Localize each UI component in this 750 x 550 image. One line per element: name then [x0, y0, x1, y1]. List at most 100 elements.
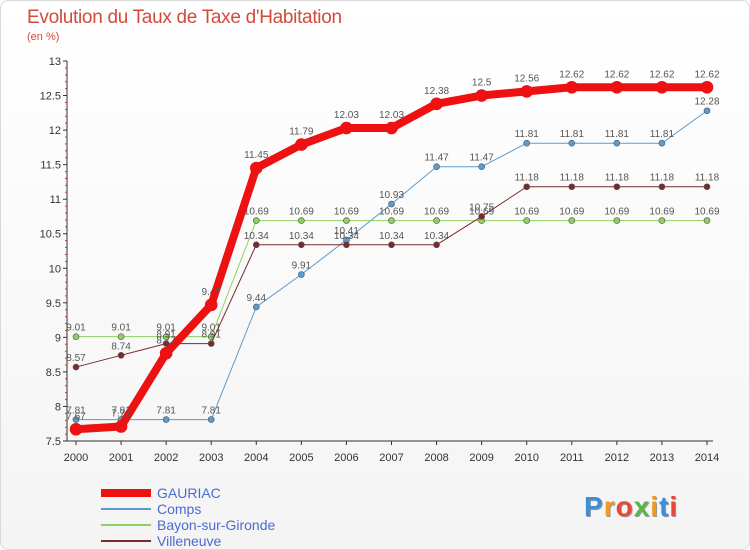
x-tick-label: 2009 — [469, 452, 493, 464]
data-label: 8.77 — [156, 335, 176, 346]
data-point — [72, 416, 80, 423]
data-point — [613, 183, 621, 191]
data-point — [658, 217, 666, 224]
legend-label: Comps — [157, 501, 202, 517]
data-point — [520, 85, 534, 98]
x-tick-label: 2002 — [154, 452, 178, 464]
x-tick-label: 2004 — [244, 452, 268, 464]
data-label: 10.75 — [469, 202, 494, 213]
data-point — [69, 422, 83, 436]
x-tick-label: 2000 — [64, 452, 88, 464]
data-point — [433, 163, 440, 171]
logo-letter: x — [633, 491, 651, 522]
data-point — [385, 121, 398, 135]
data-label: 10.34 — [379, 231, 404, 242]
x-tick-label: 2012 — [605, 452, 629, 464]
data-label: 10.34 — [334, 231, 359, 242]
legend-swatch — [101, 489, 151, 497]
data-label: 9.91 — [292, 260, 312, 271]
logo-letter: o — [615, 491, 634, 522]
data-point — [523, 183, 531, 191]
data-label: 10.41 — [334, 226, 359, 237]
data-point — [703, 107, 711, 115]
data-point — [249, 161, 263, 175]
data-label: 11.81 — [605, 129, 630, 140]
x-tick-label: 2014 — [695, 452, 719, 464]
legend-entry: Villeneuve — [101, 533, 275, 549]
data-point — [207, 416, 215, 423]
x-tick-label: 2013 — [650, 452, 674, 464]
data-point — [298, 241, 305, 249]
data-label: 10.34 — [424, 231, 449, 242]
data-point — [523, 217, 531, 224]
chart-legend: GAURIAC Comps Bayon-sur-Gironde Villeneuve — [101, 485, 275, 549]
data-point — [340, 121, 353, 135]
data-point — [207, 340, 215, 347]
data-point — [475, 89, 488, 102]
chart-subtitle: (en %) — [27, 31, 60, 43]
data-label: 12.5 — [472, 78, 492, 89]
data-label: 12.62 — [559, 69, 584, 80]
data-label: 11.81 — [560, 129, 585, 140]
data-label: 10.69 — [424, 207, 449, 218]
data-point — [298, 217, 305, 224]
data-point — [388, 217, 395, 224]
data-point — [433, 241, 440, 249]
data-point — [523, 139, 531, 147]
data-point — [343, 217, 350, 224]
data-label: 7.71 — [111, 408, 131, 419]
x-tick-label: 2005 — [289, 452, 313, 464]
data-label: 12.03 — [379, 110, 404, 121]
data-label: 10.69 — [559, 207, 584, 218]
proxiti-logo: Proxiti — [584, 491, 678, 523]
data-label: 7.81 — [156, 406, 176, 417]
data-label: 10.34 — [244, 231, 269, 242]
logo-letter: t — [659, 491, 670, 522]
data-label: 10.69 — [289, 207, 314, 218]
data-label: 11.81 — [515, 129, 540, 140]
data-point — [388, 200, 395, 208]
data-point — [703, 183, 711, 191]
data-point — [478, 213, 485, 220]
legend-label: Bayon-sur-Gironde — [157, 517, 276, 533]
logo-letter: r — [603, 491, 616, 522]
data-label: 11.18 — [515, 173, 540, 184]
data-point — [252, 303, 260, 311]
data-label: 10.69 — [514, 207, 539, 218]
x-tick-label: 2007 — [379, 452, 403, 464]
y-tick-label: 13 — [49, 56, 61, 68]
data-label: 11.45 — [244, 150, 269, 161]
data-point — [613, 139, 621, 147]
data-point — [703, 217, 711, 224]
data-label: 11.18 — [650, 173, 675, 184]
data-label: 10.93 — [379, 190, 404, 201]
data-label: 7.67 — [66, 411, 86, 422]
data-point — [72, 363, 80, 371]
x-tick-label: 2011 — [560, 452, 584, 464]
data-point — [610, 80, 624, 94]
data-label: 10.34 — [289, 231, 314, 242]
data-label: 10.69 — [604, 207, 629, 218]
data-label: 11.18 — [605, 173, 630, 184]
data-point — [117, 333, 125, 340]
legend-entry: Comps — [101, 501, 275, 517]
data-label: 10.69 — [334, 207, 359, 218]
data-point — [298, 271, 305, 278]
data-label: 12.03 — [334, 110, 359, 121]
data-point — [700, 80, 714, 94]
legend-entry: GAURIAC — [101, 485, 275, 501]
data-label: 11.79 — [289, 127, 314, 138]
data-label: 11.47 — [424, 153, 449, 164]
data-point — [568, 183, 576, 191]
data-label: 9.01 — [201, 323, 221, 334]
data-label: 9.01 — [111, 323, 131, 334]
data-point — [388, 241, 395, 249]
data-point — [430, 97, 443, 111]
y-tick-label: 8.5 — [46, 367, 61, 379]
legend-swatch — [101, 540, 151, 542]
x-tick-label: 2003 — [199, 452, 223, 464]
data-label: 9.01 — [66, 323, 86, 334]
data-point — [658, 139, 666, 147]
data-point — [117, 352, 125, 359]
logo-letter: P — [584, 491, 604, 522]
